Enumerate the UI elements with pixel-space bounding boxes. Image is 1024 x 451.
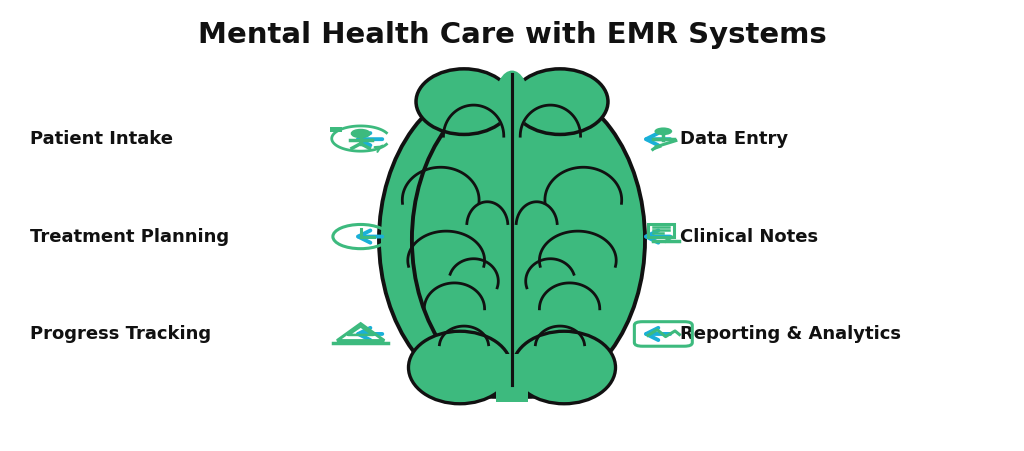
Ellipse shape — [512, 69, 608, 134]
Circle shape — [351, 129, 370, 138]
Ellipse shape — [416, 69, 512, 134]
Text: Clinical Notes: Clinical Notes — [680, 228, 818, 245]
Ellipse shape — [513, 331, 615, 404]
Text: Data Entry: Data Entry — [680, 130, 787, 148]
FancyBboxPatch shape — [331, 127, 342, 132]
Bar — [496, 354, 528, 402]
Text: Treatment Planning: Treatment Planning — [30, 228, 228, 245]
Text: Progress Tracking: Progress Tracking — [30, 325, 211, 343]
Ellipse shape — [412, 83, 645, 397]
Ellipse shape — [495, 70, 529, 133]
Circle shape — [654, 128, 672, 135]
Text: Reporting & Analytics: Reporting & Analytics — [680, 325, 900, 343]
Ellipse shape — [409, 331, 511, 404]
Ellipse shape — [379, 83, 612, 397]
Text: Mental Health Care with EMR Systems: Mental Health Care with EMR Systems — [198, 21, 826, 49]
Text: Patient Intake: Patient Intake — [30, 130, 173, 148]
